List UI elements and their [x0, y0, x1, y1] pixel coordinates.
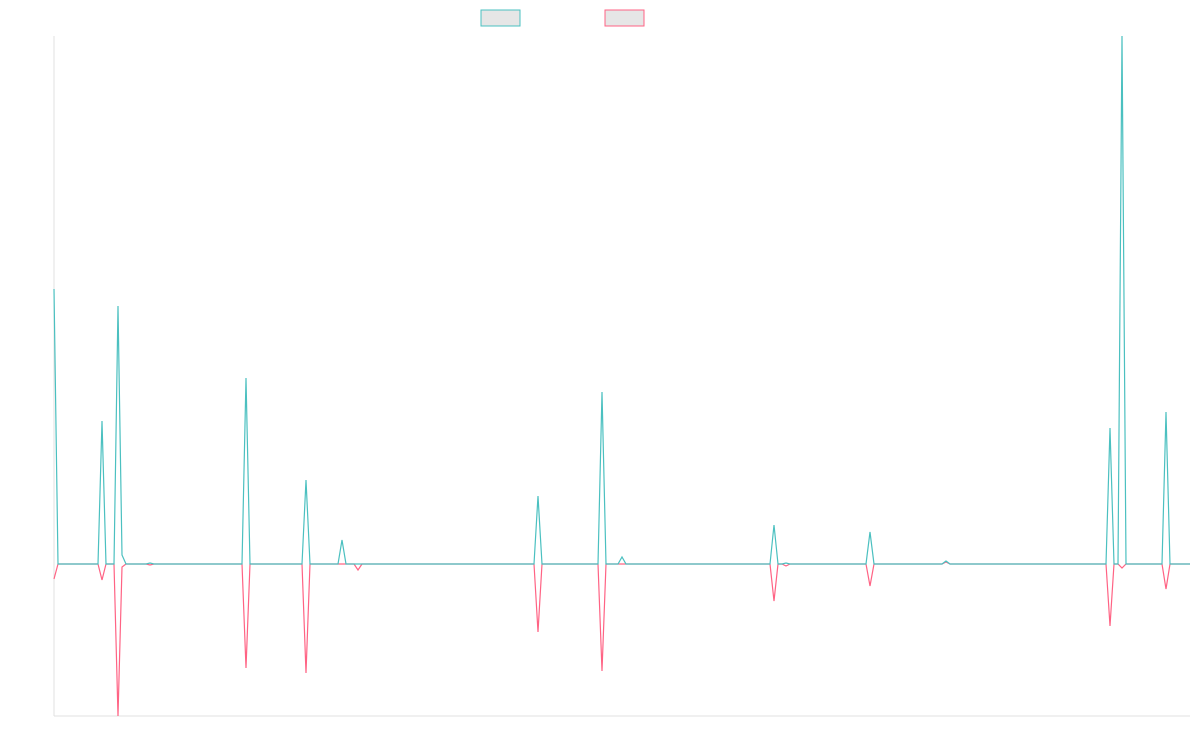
legend-swatch: [604, 9, 645, 27]
series-line: [53, 35, 1190, 565]
series-line: [53, 561, 1190, 717]
legend-swatch: [480, 9, 521, 27]
